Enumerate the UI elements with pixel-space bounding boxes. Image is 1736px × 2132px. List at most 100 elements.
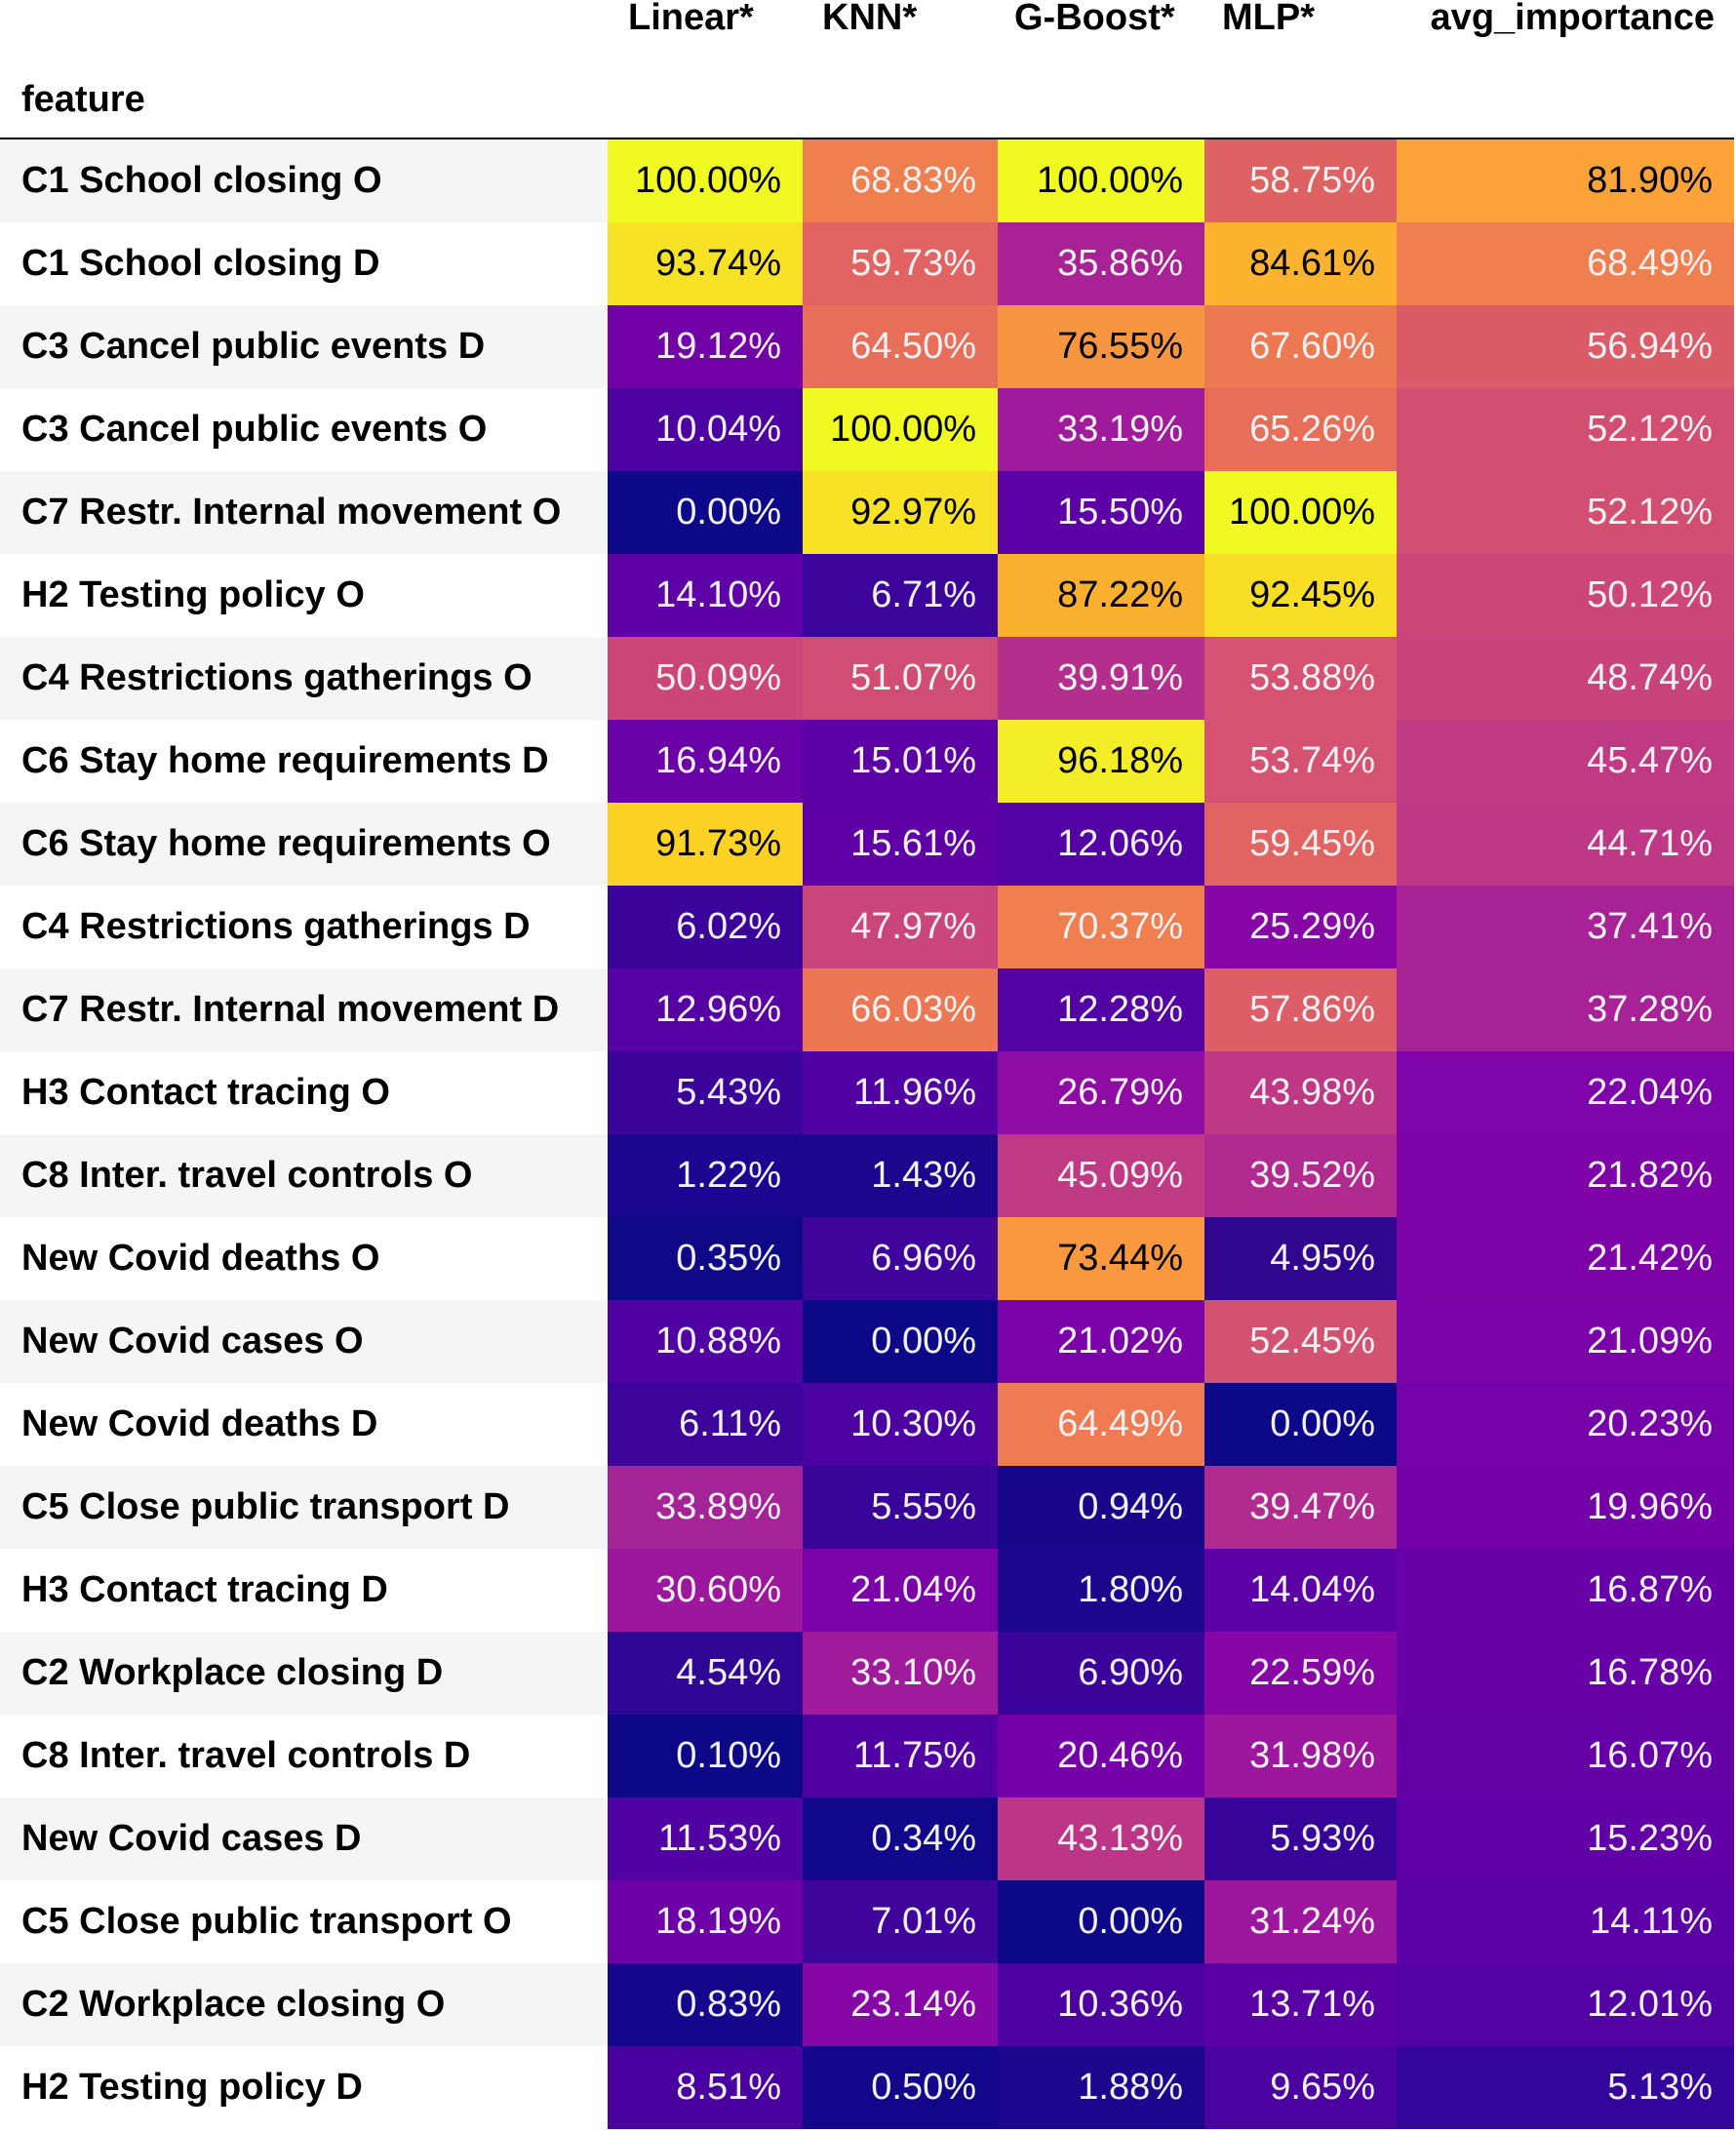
- heatmap-cell: 0.35%: [608, 1217, 803, 1300]
- column-header: avg_importance: [1430, 0, 1715, 38]
- heatmap-cell: 12.06%: [998, 803, 1204, 886]
- heatmap-cell: 64.49%: [998, 1383, 1204, 1466]
- column-header: MLP*: [1222, 0, 1315, 38]
- table-row: C4 Restrictions gatherings D 6.02% 47.97% 7…: [0, 886, 1734, 968]
- row-label: C4 Restrictions gatherings O: [0, 637, 608, 720]
- heatmap-cell: 43.98%: [1204, 1051, 1397, 1134]
- heatmap-cell: 53.88%: [1204, 637, 1397, 720]
- heatmap-cell: 6.90%: [998, 1632, 1204, 1715]
- heatmap-cell: 5.13%: [1397, 2046, 1734, 2129]
- heatmap-cell: 57.86%: [1204, 968, 1397, 1051]
- row-label: H3 Contact tracing D: [0, 1549, 608, 1632]
- row-label: C7 Restr. Internal movement D: [0, 968, 608, 1051]
- heatmap-cell: 12.28%: [998, 968, 1204, 1051]
- heatmap-cell: 68.49%: [1397, 222, 1734, 305]
- table-row: C6 Stay home requirements D 16.94% 15.01% 9…: [0, 720, 1734, 803]
- row-label: C5 Close public transport D: [0, 1466, 608, 1549]
- row-label: C6 Stay home requirements O: [0, 803, 608, 886]
- column-header: Linear*: [628, 0, 754, 38]
- row-label: New Covid deaths D: [0, 1383, 608, 1466]
- heatmap-cell: 31.98%: [1204, 1715, 1397, 1797]
- table-row: C5 Close public transport O 18.19% 7.01% 0.…: [0, 1880, 1734, 1963]
- heatmap-cell: 92.45%: [1204, 554, 1397, 637]
- heatmap-cell: 4.54%: [608, 1632, 803, 1715]
- heatmap-cell: 12.01%: [1397, 1963, 1734, 2046]
- heatmap-cell: 7.01%: [803, 1880, 998, 1963]
- heatmap-cell: 20.46%: [998, 1715, 1204, 1797]
- heatmap-cell: 11.75%: [803, 1715, 998, 1797]
- row-label: C2 Workplace closing D: [0, 1632, 608, 1715]
- heatmap-cell: 50.12%: [1397, 554, 1734, 637]
- heatmap-cell: 68.83%: [803, 139, 998, 222]
- heatmap-cell: 22.04%: [1397, 1051, 1734, 1134]
- table-row: C3 Cancel public events O 10.04% 100.00% 33…: [0, 388, 1734, 471]
- heatmap-cell: 30.60%: [608, 1549, 803, 1632]
- heatmap-cell: 10.30%: [803, 1383, 998, 1466]
- table-row: New Covid deaths O 0.35% 6.96% 73.44% 4.95% 2…: [0, 1217, 1734, 1300]
- heatmap-cell: 5.43%: [608, 1051, 803, 1134]
- row-label: C8 Inter. travel controls O: [0, 1134, 608, 1217]
- heatmap-cell: 56.94%: [1397, 305, 1734, 388]
- row-label: C5 Close public transport O: [0, 1880, 608, 1963]
- heatmap-cell: 37.41%: [1397, 886, 1734, 968]
- heatmap-cell: 10.36%: [998, 1963, 1204, 2046]
- heatmap-cell: 0.00%: [998, 1880, 1204, 1963]
- heatmap-cell: 21.42%: [1397, 1217, 1734, 1300]
- heatmap-cell: 15.23%: [1397, 1797, 1734, 1880]
- heatmap-cell: 6.11%: [608, 1383, 803, 1466]
- heatmap-cell: 37.28%: [1397, 968, 1734, 1051]
- heatmap-cell: 91.73%: [608, 803, 803, 886]
- heatmap-cell: 14.11%: [1397, 1880, 1734, 1963]
- table-row: C4 Restrictions gatherings O 50.09% 51.07%…: [0, 637, 1734, 720]
- heatmap-cell: 15.50%: [998, 471, 1204, 554]
- heatmap-cell: 16.07%: [1397, 1715, 1734, 1797]
- table-row: C1 School closing D 93.74% 59.73% 35.86% 84.…: [0, 222, 1734, 305]
- row-label: C1 School closing O: [0, 139, 608, 222]
- heatmap-cell: 39.47%: [1204, 1466, 1397, 1549]
- table-row: H2 Testing policy O 14.10% 6.71% 87.22% 92.4…: [0, 554, 1734, 637]
- table-row: C5 Close public transport D 33.89% 5.55% 0.…: [0, 1466, 1734, 1549]
- heatmap-cell: 1.22%: [608, 1134, 803, 1217]
- table-row: C7 Restr. Internal movement O 0.00% 92.97%…: [0, 471, 1734, 554]
- heatmap-cell: 0.10%: [608, 1715, 803, 1797]
- table-row: C6 Stay home requirements O 91.73% 15.61% 1…: [0, 803, 1734, 886]
- heatmap-cell: 100.00%: [998, 139, 1204, 222]
- heatmap-cell: 33.89%: [608, 1466, 803, 1549]
- table-row: C2 Workplace closing D 4.54% 33.10% 6.90% 22…: [0, 1632, 1734, 1715]
- table-row: New Covid cases O 10.88% 0.00% 21.02% 52.45%…: [0, 1300, 1734, 1383]
- row-label: H2 Testing policy O: [0, 554, 608, 637]
- row-label: C3 Cancel public events O: [0, 388, 608, 471]
- heatmap-cell: 96.18%: [998, 720, 1204, 803]
- table-row: H3 Contact tracing O 5.43% 11.96% 26.79% 43.…: [0, 1051, 1734, 1134]
- heatmap-cell: 64.50%: [803, 305, 998, 388]
- table-row: C2 Workplace closing O 0.83% 23.14% 10.36% 1…: [0, 1963, 1734, 2046]
- heatmap-cell: 58.75%: [1204, 139, 1397, 222]
- heatmap-cell: 65.26%: [1204, 388, 1397, 471]
- heatmap-cell: 59.45%: [1204, 803, 1397, 886]
- row-label: New Covid deaths O: [0, 1217, 608, 1300]
- row-label: C1 School closing D: [0, 222, 608, 305]
- heatmap-cell: 20.23%: [1397, 1383, 1734, 1466]
- row-label: C3 Cancel public events D: [0, 305, 608, 388]
- table-row: C8 Inter. travel controls O 1.22% 1.43% 45.…: [0, 1134, 1734, 1217]
- heatmap-cell: 19.12%: [608, 305, 803, 388]
- heatmap-cell: 15.01%: [803, 720, 998, 803]
- heatmap-cell: 43.13%: [998, 1797, 1204, 1880]
- heatmap-cell: 84.61%: [1204, 222, 1397, 305]
- heatmap-cell: 52.12%: [1397, 471, 1734, 554]
- heatmap-cell: 76.55%: [998, 305, 1204, 388]
- heatmap-cell: 21.02%: [998, 1300, 1204, 1383]
- heatmap-cell: 44.71%: [1397, 803, 1734, 886]
- heatmap-cell: 6.96%: [803, 1217, 998, 1300]
- header-rule: [0, 138, 1734, 139]
- table-row: New Covid cases D 11.53% 0.34% 43.13% 5.93% 1…: [0, 1797, 1734, 1880]
- heatmap-cell: 39.91%: [998, 637, 1204, 720]
- table-row: C8 Inter. travel controls D 0.10% 11.75% 20…: [0, 1715, 1734, 1797]
- heatmap-cell: 15.61%: [803, 803, 998, 886]
- heatmap-cell: 1.43%: [803, 1134, 998, 1217]
- heatmap-cell: 45.09%: [998, 1134, 1204, 1217]
- heatmap-cell: 1.88%: [998, 2046, 1204, 2129]
- heatmap-cell: 0.00%: [1204, 1383, 1397, 1466]
- table-row: New Covid deaths D 6.11% 10.30% 64.49% 0.00%…: [0, 1383, 1734, 1466]
- heatmap-cell: 52.12%: [1397, 388, 1734, 471]
